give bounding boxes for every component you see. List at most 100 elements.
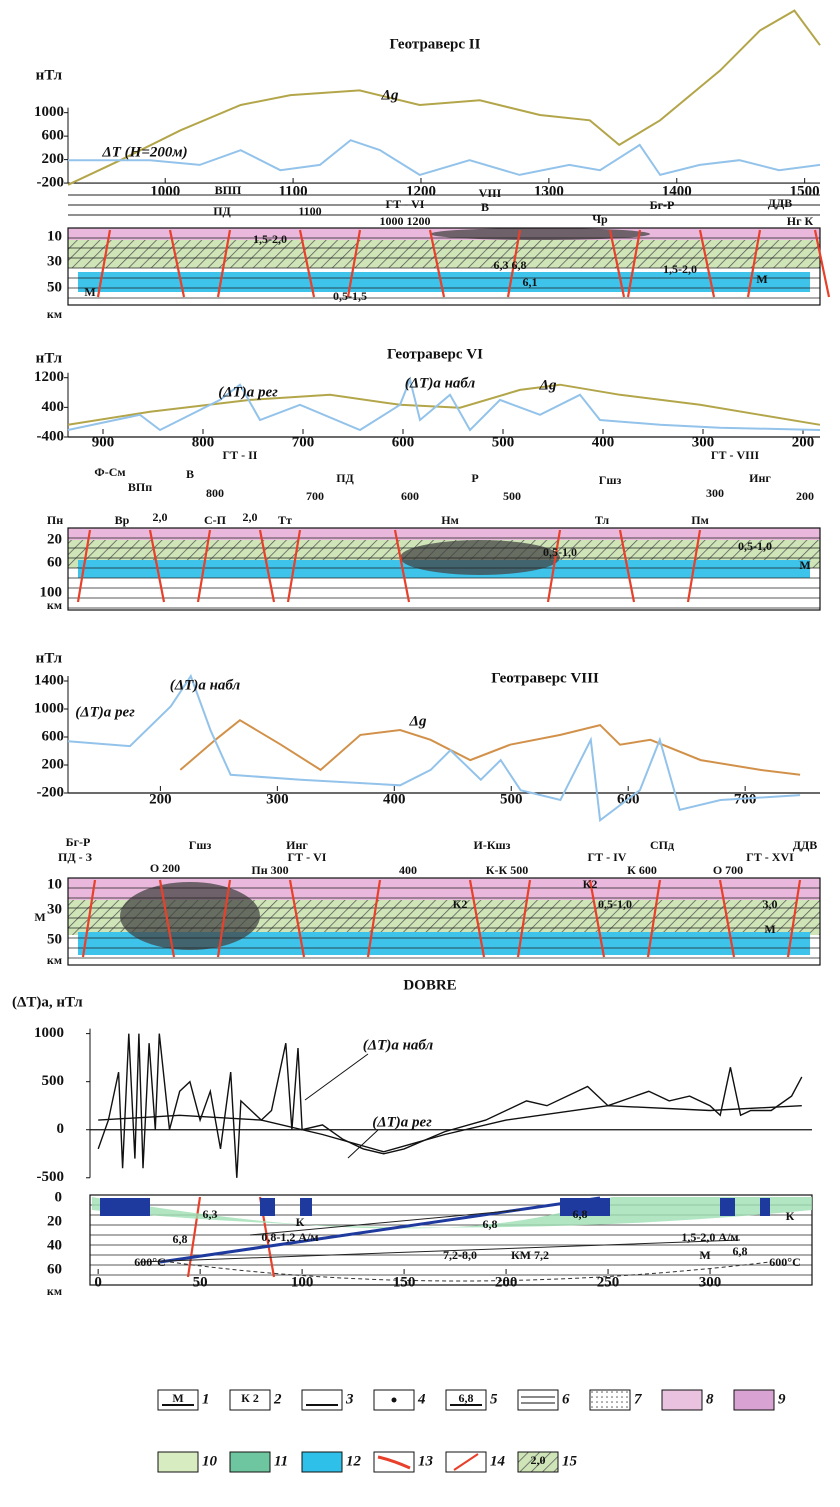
series-label: (ΔT)а набл (170, 677, 241, 693)
lower-layer (78, 272, 810, 292)
section-label: К2 (583, 877, 598, 891)
section-label: 200 (796, 489, 814, 503)
section-label: О 700 (713, 863, 743, 877)
section-label: В (186, 467, 194, 481)
section-label: ПД - З (58, 850, 92, 864)
x-tick-label: 300 (692, 434, 715, 450)
figure: 103050кмВПППД1100ГТ - VI1000 1200VIIIВБг… (0, 0, 840, 1507)
section-label: ГТ - IV (588, 850, 627, 864)
section-label: 700 (306, 489, 324, 503)
section-label: Пн 300 (251, 863, 288, 877)
section-label: 0,5-1,0 (543, 545, 577, 559)
x-tick-label: 1000 (150, 183, 180, 199)
x-tick-label: 500 (492, 434, 515, 450)
series-label: Δg (409, 713, 427, 729)
y-tick-label: 600 (42, 128, 65, 144)
y-tick-label: 0 (57, 1121, 65, 1137)
legend-label: 9 (778, 1391, 786, 1407)
section-label: 2,0 (243, 510, 258, 524)
x-tick-label: 50 (193, 1274, 208, 1290)
x-tick-label: 1200 (406, 183, 436, 199)
section-label: М (799, 558, 810, 572)
dark-body (400, 540, 560, 575)
x-tick-label: 1300 (534, 183, 564, 199)
y-axis-label: (ΔT)а, нТл (12, 994, 83, 1010)
section-label: К (296, 1215, 305, 1229)
section-label: К-К 500 (486, 863, 528, 877)
section-label: В (481, 200, 489, 214)
section-label: ДДВ (768, 196, 793, 210)
legend-box (662, 1390, 702, 1410)
section-label: М (699, 1248, 710, 1262)
section-label: 6,8 (483, 1217, 498, 1231)
section-label: 1,5-2,0 (253, 232, 287, 246)
chart-title: DOBRE (403, 977, 456, 993)
y-tick-label: 200 (42, 151, 65, 167)
data-line (180, 720, 800, 775)
series-label: ΔT (H=200м) (101, 144, 187, 160)
section-label: 800 (206, 486, 224, 500)
section-label: ГТ - XVI (746, 850, 794, 864)
x-tick-label: 1500 (790, 183, 820, 199)
x-tick-label: 400 (592, 434, 615, 450)
dark-block (100, 1198, 150, 1216)
legend-box (302, 1390, 342, 1410)
y-tick-label: 1000 (34, 1025, 64, 1041)
section-label: 6,8 (173, 1232, 188, 1246)
section-label: 3,0 (763, 897, 778, 911)
cross-section (68, 195, 829, 305)
y-tick-label: -200 (37, 784, 65, 800)
legend-label: 14 (490, 1453, 506, 1469)
x-tick-label: 300 (699, 1274, 722, 1290)
y-tick-label: 1400 (34, 672, 64, 688)
depth-unit: км (47, 307, 62, 321)
section-label: 600°С (134, 1255, 165, 1269)
section-label: Чр (592, 212, 608, 226)
y-tick-label: 400 (42, 399, 65, 415)
section-label: 7,2-8,0 (443, 1248, 477, 1262)
legend-label: 2 (273, 1391, 282, 1407)
depth-tick-label: 30 (47, 901, 62, 917)
section-label: 0,8-1,2 А/м (261, 1230, 318, 1244)
section-label: Ф-См (94, 465, 125, 479)
data-line (98, 1106, 802, 1152)
legend-box (590, 1390, 630, 1410)
x-tick-label: 200 (495, 1274, 518, 1290)
x-tick-label: 0 (94, 1274, 102, 1290)
section-label: КМ 7,2 (511, 1248, 549, 1262)
legend-label: 12 (346, 1453, 362, 1469)
legend-label: 5 (490, 1391, 498, 1407)
section-label: ПД (336, 471, 354, 485)
section-label: ВПП (215, 183, 242, 197)
x-tick-label: 100 (291, 1274, 314, 1290)
section-label: Бг-Р (650, 198, 675, 212)
legend-symbol (392, 1398, 397, 1403)
x-tick-label: 900 (92, 434, 115, 450)
section-label: Р (471, 471, 478, 485)
section-label: 2,0 (153, 510, 168, 524)
y-tick-label: -400 (37, 428, 65, 444)
section-label: 0,5-1,0 (738, 539, 772, 553)
depth-tick-label: 40 (47, 1237, 62, 1253)
section-label: 6,3 6,8 (494, 258, 527, 272)
section-label: О 200 (150, 861, 180, 875)
section-label: ДДВ (793, 838, 818, 852)
series-label: Δg (539, 377, 557, 393)
legend-label: 6 (562, 1391, 570, 1407)
legend-box (518, 1390, 558, 1410)
x-tick-label: 1400 (662, 183, 692, 199)
section-label: 0,5-1,5 (333, 289, 367, 303)
legend-symbol-text: 2,0 (531, 1453, 546, 1467)
x-tick-label: 150 (393, 1274, 416, 1290)
section-label: VIII (479, 186, 502, 200)
section-label: К 600 (627, 863, 657, 877)
legend-label: 3 (345, 1391, 354, 1407)
series-label: (ΔT)а рег (372, 1114, 432, 1130)
y-axis-label: нТл (36, 67, 63, 83)
legend-label: 1 (202, 1391, 210, 1407)
section-label: 600°С (769, 1255, 800, 1269)
dark-block (760, 1198, 770, 1216)
section-label: Вр (115, 513, 130, 527)
depth-tick-label: 20 (47, 1213, 62, 1229)
section-label: К (786, 1209, 795, 1223)
